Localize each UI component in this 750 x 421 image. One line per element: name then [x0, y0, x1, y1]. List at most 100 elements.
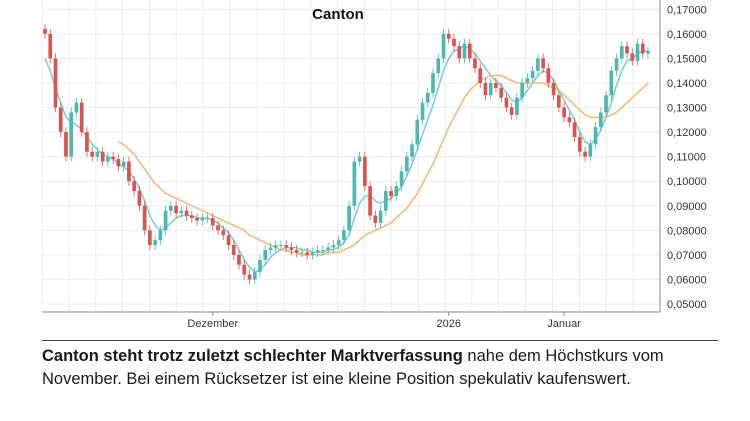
y-tick-label: 0,06000: [667, 274, 707, 286]
y-tick-label: 0,12000: [667, 127, 707, 139]
candle-body: [488, 82, 493, 96]
candle-body: [247, 274, 252, 280]
candle-body: [100, 151, 105, 162]
candle-body: [279, 245, 283, 247]
candle-body: [127, 161, 131, 182]
candle-body: [509, 107, 514, 115]
candle-body: [625, 46, 629, 54]
moving-average-short: [44, 45, 648, 274]
candle-body: [163, 210, 168, 231]
candle-body: [216, 225, 220, 231]
candle-body: [221, 230, 226, 236]
candle-body: [79, 102, 84, 133]
candle-body: [646, 51, 650, 54]
candle-body: [352, 161, 357, 206]
y-tick-label: 0,17000: [667, 4, 707, 16]
candle-body: [142, 205, 147, 231]
candle-body: [121, 161, 126, 167]
candle-body: [530, 70, 535, 79]
candle-body: [331, 245, 336, 248]
candle-body: [58, 107, 63, 133]
candle-body: [148, 230, 152, 246]
candle-body: [478, 68, 483, 83]
candle-body: [525, 78, 530, 83]
candle-body: [420, 102, 425, 120]
candle-body: [452, 38, 456, 47]
candle-body: [132, 181, 136, 192]
candle-body: [69, 112, 74, 157]
candle-body: [551, 82, 556, 96]
candle-body: [588, 144, 593, 157]
candle-body: [436, 58, 441, 74]
candle-body: [520, 82, 524, 98]
y-tick-label: 0,16000: [667, 29, 707, 41]
candle-body: [467, 43, 472, 59]
candle-body: [383, 191, 388, 211]
candle-body: [231, 245, 236, 255]
candle-body: [205, 218, 210, 220]
candle-body: [137, 191, 142, 206]
y-tick-label: 0,11000: [667, 152, 706, 164]
candle-body: [577, 136, 582, 152]
chart-title: Canton: [312, 6, 364, 23]
candle-body: [630, 53, 635, 61]
candle-body: [315, 249, 320, 253]
candle-body: [195, 218, 199, 221]
candle-body: [210, 218, 215, 226]
candle-body: [284, 245, 289, 248]
candle-body: [368, 186, 372, 216]
candle-body: [541, 58, 545, 69]
candle-body: [583, 151, 587, 157]
caption-bold-text: Canton steht trotz zuletzt schlechter Ma…: [42, 347, 463, 365]
caption-text: nahe dem Höchstkurs vom November. Bei ei…: [42, 347, 664, 388]
candle-body: [425, 92, 430, 103]
candle-body: [640, 43, 645, 54]
chart-caption: Canton steht trotz zuletzt schlechter Ma…: [42, 345, 722, 391]
candle-body: [593, 127, 598, 145]
candle-body: [53, 58, 58, 108]
candle-body: [604, 95, 608, 113]
candle-body: [258, 259, 262, 273]
y-tick-label: 0,05000: [667, 299, 707, 311]
price-chart: 0,05000 0,06000 0,07000 0,08000 0,09000 0,100…: [41, 0, 707, 330]
y-tick-label: 0,10000: [667, 176, 707, 188]
moving-average-long: [118, 74, 649, 256]
candle-body: [394, 186, 399, 196]
candle-body: [189, 215, 194, 219]
candle-body: [169, 205, 173, 211]
candle-body: [300, 252, 304, 254]
candle-body: [462, 43, 467, 59]
candle-body: [305, 252, 310, 255]
candle-body: [415, 119, 420, 145]
candle-body: [562, 107, 566, 118]
candle-body: [363, 156, 367, 187]
candle-body: [446, 33, 451, 39]
candle-body: [116, 159, 121, 167]
candle-body: [95, 151, 100, 157]
candle-body: [184, 210, 189, 216]
candle-body: [64, 132, 68, 157]
candle-body: [404, 156, 409, 172]
candle-body: [268, 247, 273, 250]
candle-body: [609, 70, 614, 96]
candle-body: [179, 210, 184, 214]
candle-body: [483, 82, 488, 96]
candle-body: [242, 264, 247, 275]
candle-body: [473, 58, 477, 69]
y-tick-label: 0,09000: [667, 201, 707, 213]
candle-body: [572, 122, 577, 137]
candle-body: [357, 156, 362, 162]
candle-body: [410, 144, 414, 157]
x-tick-label: 2026: [437, 318, 461, 330]
chart-area: 0,05000 0,06000 0,07000 0,08000 0,09000 0,100…: [41, 0, 707, 330]
candle-body: [614, 58, 619, 71]
candle-body: [111, 156, 116, 160]
y-tick-label: 0,13000: [667, 103, 707, 115]
candle-body: [310, 252, 315, 255]
candle-body: [174, 205, 178, 214]
candle-body: [289, 247, 294, 250]
candle-body: [635, 43, 640, 61]
candle-body: [294, 249, 299, 253]
candle-body: [43, 28, 47, 34]
candle-body: [342, 230, 346, 241]
